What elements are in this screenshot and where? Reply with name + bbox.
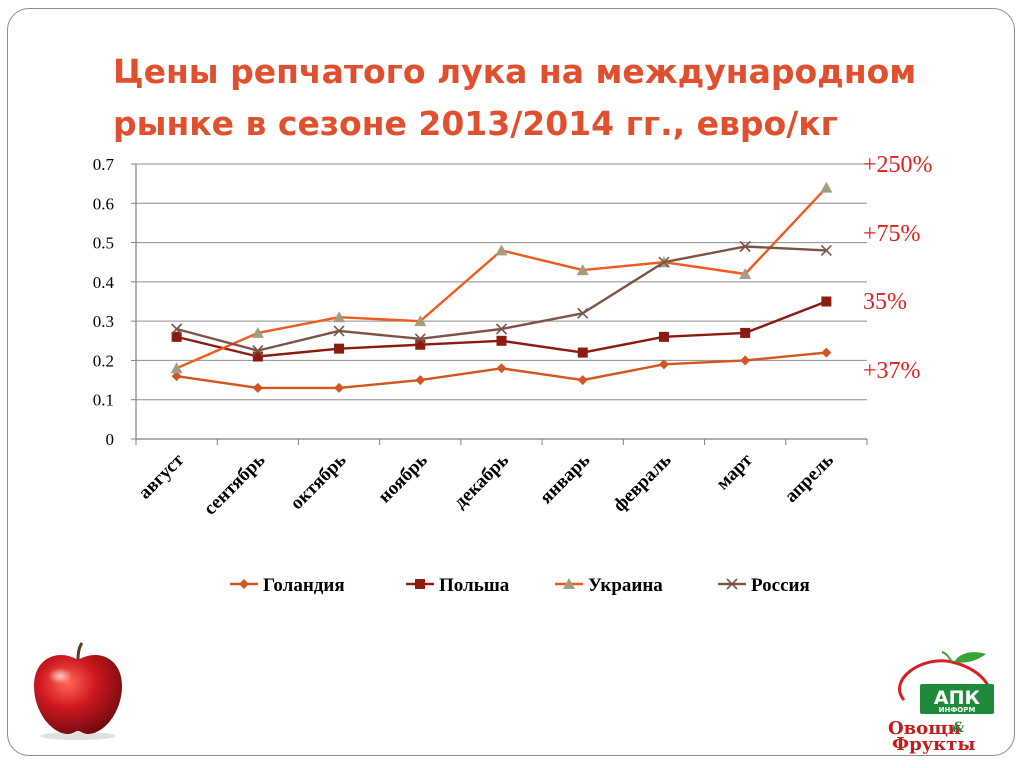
- x-tick-label: январь: [536, 450, 594, 508]
- data-point: [334, 382, 345, 393]
- y-tick-label: 0.6: [93, 194, 114, 213]
- annotation-holland: +37%: [863, 358, 921, 384]
- x-tick-label: октябрь: [286, 450, 350, 514]
- x-tick-label: апрель: [781, 450, 838, 507]
- data-point: [415, 339, 426, 350]
- legend-entry: Украина: [555, 575, 663, 596]
- y-tick-label: 0.2: [93, 351, 114, 370]
- annotation-russia: +75%: [863, 221, 921, 247]
- data-point: [171, 323, 183, 335]
- series-lines: [170, 181, 833, 393]
- data-point: [495, 244, 508, 256]
- y-tick-label: 0.4: [93, 273, 115, 292]
- x-tick-label: март: [712, 449, 757, 494]
- data-point: [333, 311, 346, 323]
- data-point: [739, 240, 751, 253]
- y-tick-label: 0.7: [93, 155, 115, 174]
- legend-entry: Польша: [406, 575, 510, 596]
- data-point: [821, 347, 832, 358]
- y-tick-label: 0: [106, 430, 115, 449]
- logo-frukty-text: Фрукты: [892, 734, 975, 754]
- annotation-poland: 35%: [863, 289, 907, 315]
- y-tick-labels: 0 0.1 0.2 0.3 0.4 0.5 0.6 0.7: [93, 155, 115, 449]
- data-point: [820, 244, 832, 256]
- data-point: [252, 351, 263, 362]
- data-point: [334, 343, 345, 354]
- x-tick-label: сентябрь: [200, 450, 270, 520]
- slide-title: Цены репчатого лука на международном рын…: [113, 52, 917, 143]
- legend-entry: Россия: [718, 575, 810, 596]
- x-tick-label: ноябрь: [374, 450, 432, 508]
- legend-entry: Голандия: [230, 575, 345, 596]
- data-point: [171, 331, 182, 342]
- data-point: [496, 335, 507, 346]
- data-point: [251, 326, 264, 338]
- axes: [131, 163, 868, 445]
- legend-marker: [563, 578, 575, 589]
- data-point: [577, 347, 588, 358]
- apple-icon: [34, 642, 122, 740]
- data-point: [658, 331, 669, 342]
- annotation-ukraine: +250%: [863, 152, 933, 178]
- data-point: [577, 375, 588, 386]
- data-point: [252, 345, 264, 357]
- y-tick-label: 0.5: [93, 234, 114, 253]
- data-point: [658, 359, 669, 370]
- gridlines: [136, 163, 867, 401]
- data-point: [739, 268, 752, 279]
- data-point: [495, 323, 508, 335]
- logo-amp-text: &: [952, 720, 965, 736]
- y-tick-label: 0.1: [93, 391, 114, 410]
- x-tick-label: февраль: [609, 450, 675, 516]
- data-point: [577, 307, 589, 319]
- data-point: [414, 315, 427, 327]
- data-point: [821, 296, 832, 307]
- x-tick-label: август: [134, 449, 188, 503]
- data-point: [740, 327, 751, 338]
- legend: Голандия Польша Украина Россия: [230, 575, 810, 596]
- apk-inform-logo: АПК ИНФОРМ Овощи & Фрукты: [888, 651, 994, 754]
- legend-marker: [239, 579, 249, 589]
- data-point: [820, 181, 833, 193]
- logo-ovoshi-text: Овощи: [888, 718, 961, 739]
- x-tick-label: декабрь: [450, 450, 513, 513]
- line-chart: 0 0.1 0.2 0.3 0.4 0.5 0.6 0.7 август сентябрь окт…: [93, 155, 868, 596]
- series-line: [176, 245, 827, 352]
- x-tick-labels: август сентябрь октябрь ноябрь декабрь январь…: [134, 449, 838, 519]
- data-point: [658, 256, 670, 268]
- data-point: [170, 362, 183, 374]
- data-point: [576, 264, 589, 276]
- data-point: [252, 382, 263, 393]
- data-point: [496, 363, 507, 374]
- slide-frame: [7, 8, 1015, 756]
- logo-inform-text: ИНФОРМ: [939, 706, 976, 714]
- legend-marker: [415, 579, 425, 589]
- legend-label: Украина: [588, 575, 663, 596]
- data-point: [740, 355, 751, 366]
- data-point: [333, 325, 345, 337]
- logo-apk-text: АПК: [934, 687, 981, 709]
- y-tick-label: 0.3: [93, 312, 114, 331]
- legend-marker: [726, 578, 738, 590]
- data-point: [171, 371, 182, 382]
- data-point: [415, 375, 426, 386]
- legend-label: Голандия: [263, 575, 345, 596]
- legend-label: Польша: [439, 575, 510, 596]
- data-point: [414, 333, 426, 345]
- legend-label: Россия: [751, 575, 810, 596]
